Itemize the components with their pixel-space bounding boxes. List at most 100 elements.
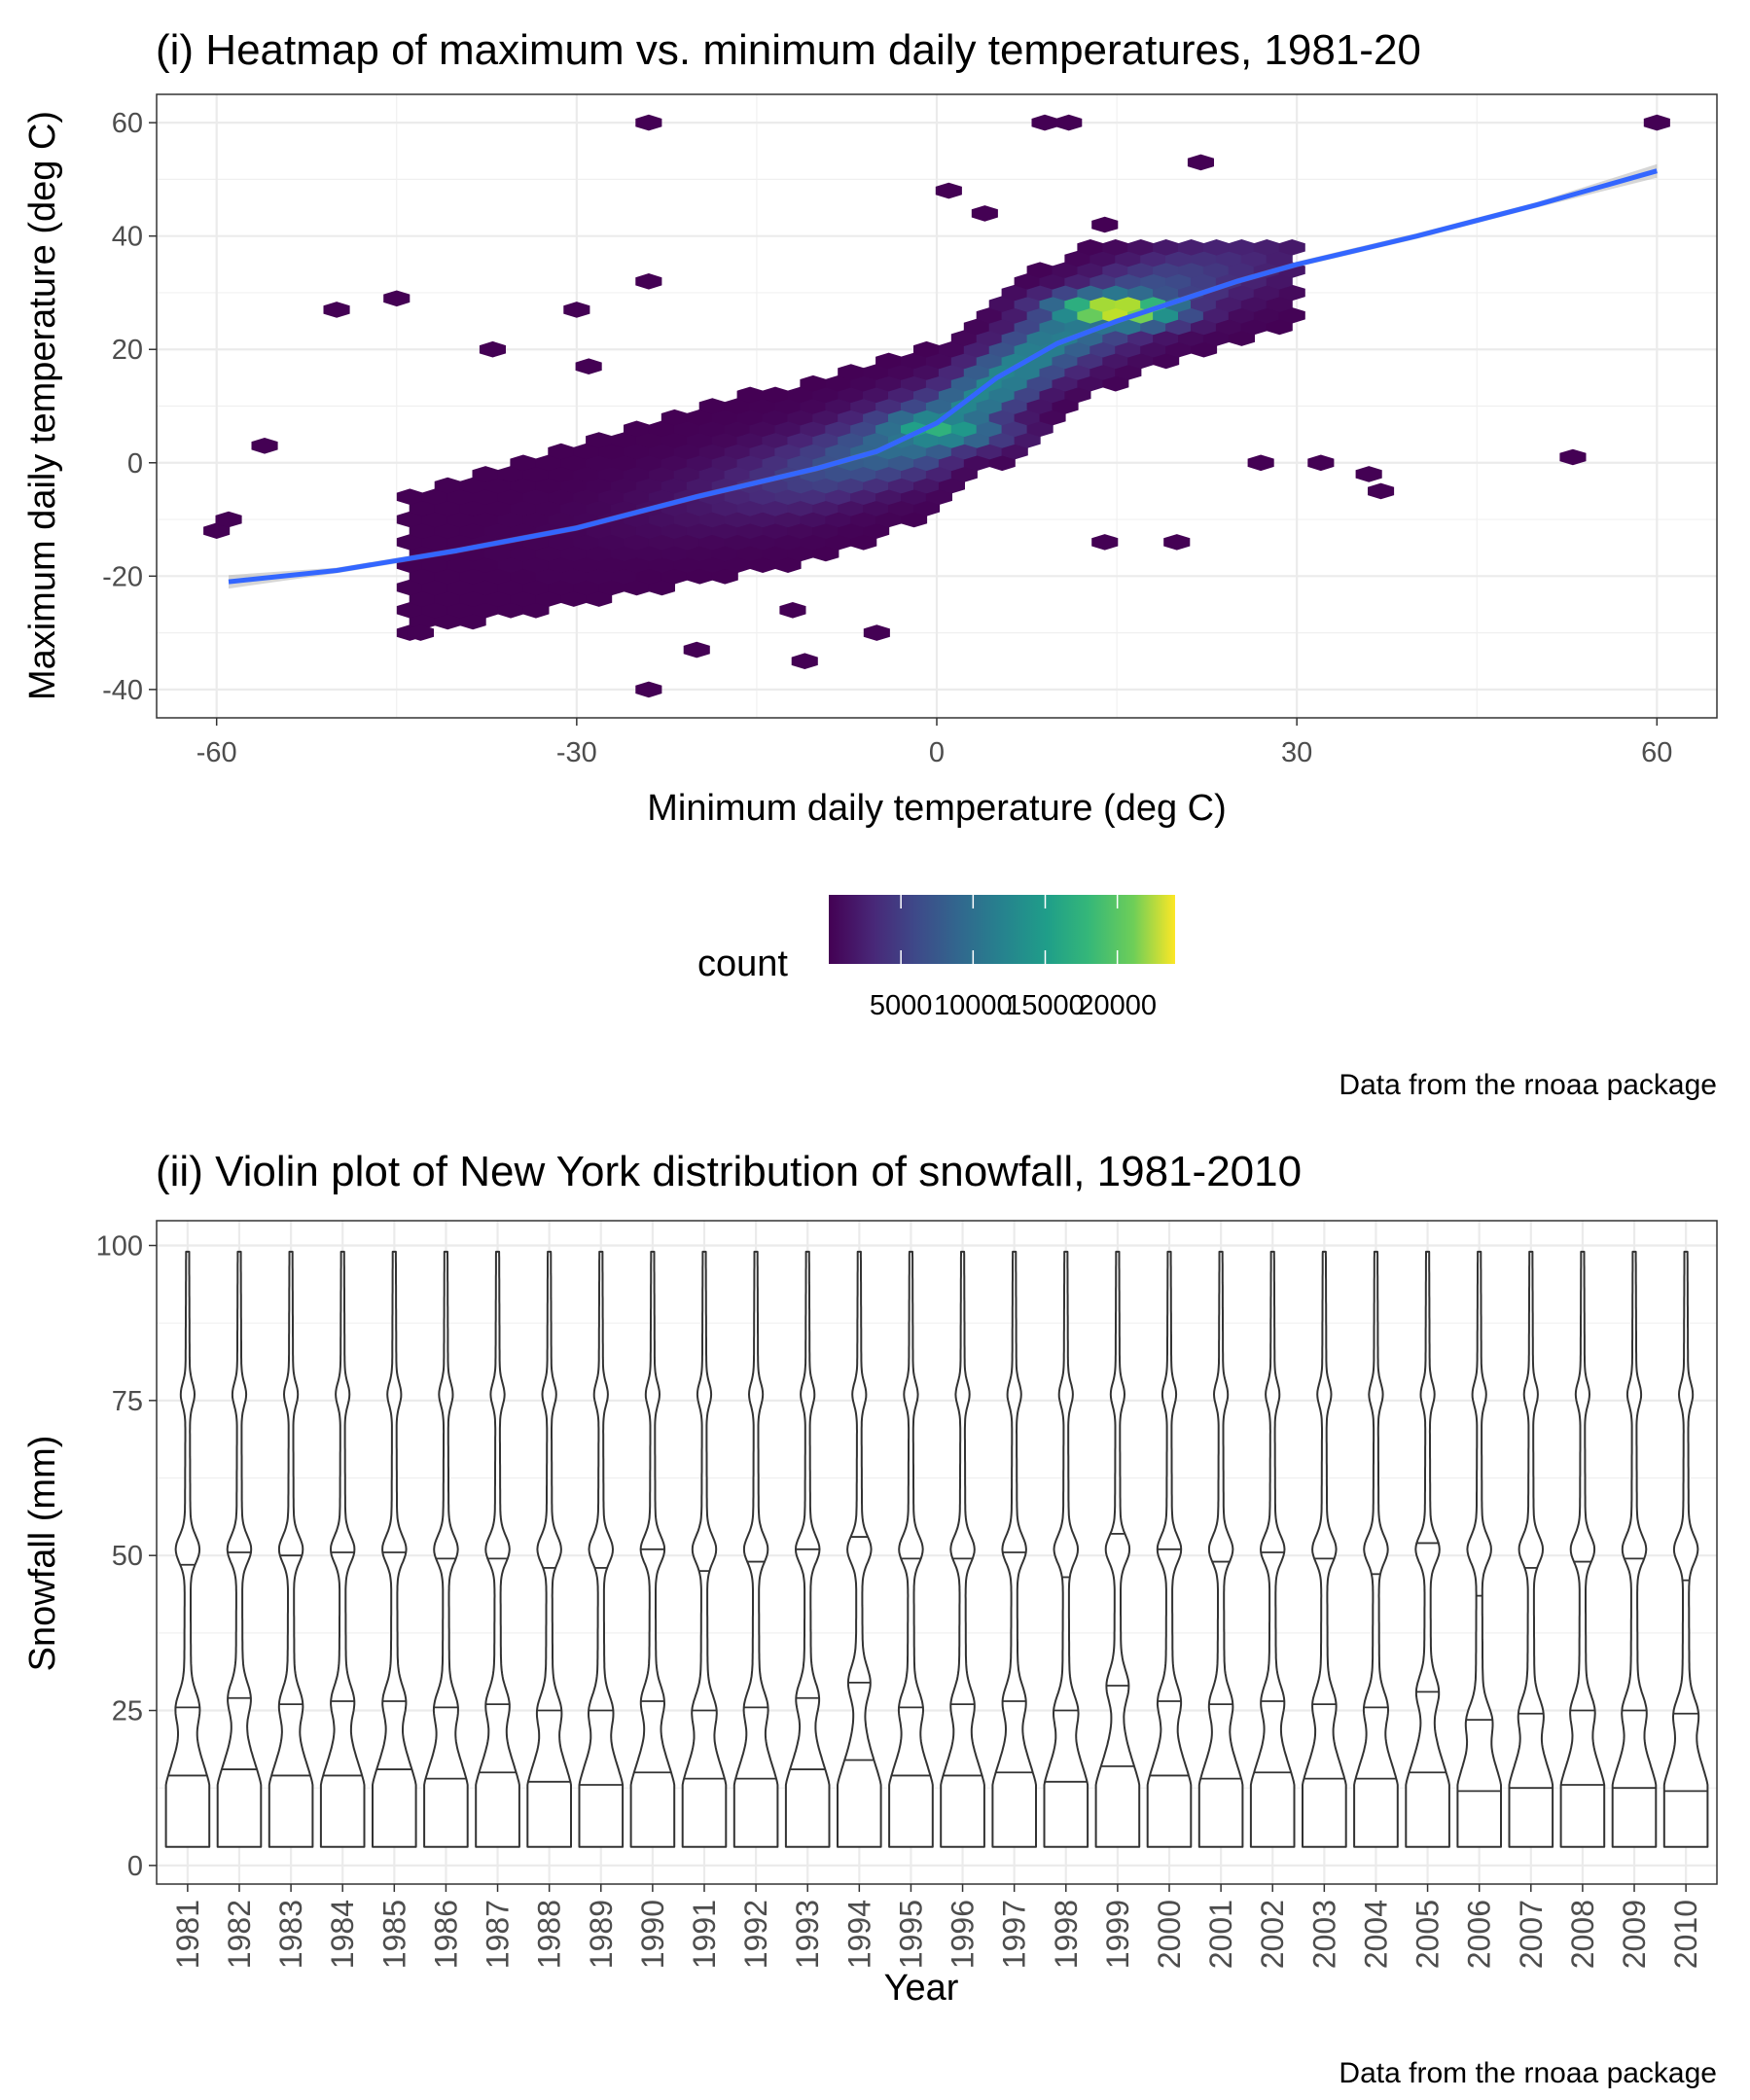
hex-bin bbox=[950, 420, 978, 438]
hex-bin bbox=[800, 511, 827, 528]
hex-bin bbox=[901, 398, 928, 414]
hex-bin bbox=[446, 534, 474, 551]
hex-bin bbox=[648, 534, 675, 551]
hex-bin bbox=[686, 477, 713, 494]
hex-bin bbox=[812, 522, 839, 539]
hex-bin bbox=[560, 545, 588, 562]
hex-bin-outlier bbox=[791, 653, 818, 669]
hex-bin bbox=[459, 613, 486, 630]
hex-bin-outlier bbox=[1031, 114, 1058, 131]
y-tick-label: 20 bbox=[112, 335, 143, 366]
hex-bin bbox=[976, 398, 1003, 414]
hex-bin bbox=[825, 466, 852, 482]
hex-bin bbox=[938, 477, 965, 494]
hex-bin bbox=[1014, 318, 1041, 336]
hex-bin bbox=[611, 432, 638, 448]
hex-bin bbox=[421, 534, 448, 551]
hex-bin bbox=[560, 454, 588, 472]
violin-1985 bbox=[372, 1250, 417, 1848]
hex-bin bbox=[875, 352, 903, 370]
violin-x-axis-title: Year bbox=[884, 1968, 959, 2009]
hex-bin bbox=[1014, 273, 1041, 290]
y-tick-label: -20 bbox=[102, 561, 143, 592]
hex-bin bbox=[573, 488, 600, 505]
hex-bin bbox=[1178, 330, 1205, 346]
x-tick-label: 1989 bbox=[584, 1900, 619, 1969]
violin-1984 bbox=[319, 1250, 366, 1848]
hex-bin bbox=[825, 398, 852, 414]
hex-bin bbox=[1115, 364, 1142, 380]
hex-bin bbox=[396, 579, 423, 596]
hex-bin bbox=[1014, 364, 1041, 380]
hex-bin bbox=[1215, 250, 1242, 267]
hex-bin bbox=[459, 500, 486, 516]
hex-bin bbox=[812, 386, 839, 404]
hex-bin bbox=[497, 466, 524, 482]
hex-bin bbox=[1228, 330, 1255, 346]
hex-bin bbox=[598, 443, 625, 460]
hex-bin bbox=[1278, 239, 1305, 256]
hex-bin bbox=[1089, 340, 1117, 358]
hex-bin bbox=[838, 432, 865, 448]
hex-bin bbox=[787, 477, 814, 494]
x-tick-label: 2000 bbox=[1152, 1900, 1187, 1969]
hex-bin bbox=[1115, 340, 1142, 358]
heatmap-panel: (i) Heatmap of maximum vs. minimum daily… bbox=[22, 26, 1718, 1101]
hex-bin bbox=[434, 522, 461, 539]
hex-bin bbox=[673, 511, 700, 528]
hex-bin bbox=[724, 398, 751, 414]
hex-bin bbox=[1266, 296, 1293, 312]
hex-bin bbox=[1026, 307, 1054, 324]
violin-panel-border bbox=[156, 1220, 1718, 1885]
hex-bin bbox=[888, 477, 915, 494]
x-tick-label: 2010 bbox=[1668, 1900, 1703, 1969]
hex-bin bbox=[598, 488, 625, 505]
x-tick-label: 2008 bbox=[1565, 1900, 1600, 1969]
legend-tick-label: 5000 bbox=[870, 990, 933, 1021]
hex-bin-outlier bbox=[1055, 114, 1083, 131]
hex-bin bbox=[535, 500, 562, 516]
hex-bin bbox=[838, 522, 865, 539]
hex-bin bbox=[1026, 398, 1054, 414]
hex-bin bbox=[913, 454, 941, 472]
hex-bin bbox=[522, 511, 550, 528]
violin-2002 bbox=[1249, 1250, 1296, 1848]
hex-bin bbox=[409, 522, 436, 539]
hex-bin bbox=[825, 443, 852, 460]
hex-bin bbox=[1001, 374, 1028, 392]
hex-bin bbox=[863, 522, 890, 539]
violin-1986 bbox=[423, 1250, 469, 1848]
hex-bin bbox=[598, 534, 625, 551]
hex-bin bbox=[1253, 239, 1280, 256]
hex-bin bbox=[648, 579, 675, 596]
hex-bin bbox=[686, 522, 713, 539]
hex-bin bbox=[988, 386, 1016, 404]
hex-bin bbox=[988, 296, 1016, 312]
hex-bin bbox=[812, 432, 839, 448]
hex-bin bbox=[421, 602, 448, 619]
hex-bin bbox=[421, 556, 448, 573]
hex-bin bbox=[938, 386, 965, 404]
hex-bin bbox=[838, 386, 865, 404]
hex-bin bbox=[1202, 239, 1230, 256]
y-tick-label: 0 bbox=[127, 448, 143, 480]
hex-bin bbox=[749, 511, 776, 528]
hex-bin bbox=[472, 579, 499, 596]
hex-bin bbox=[648, 420, 675, 438]
x-tick-label: -30 bbox=[556, 737, 597, 768]
hex-bin bbox=[1014, 409, 1041, 426]
hex-bin bbox=[976, 307, 1003, 324]
hex-bin bbox=[1191, 296, 1218, 312]
legend-tick-label: 20000 bbox=[1078, 990, 1157, 1021]
hex-bin bbox=[749, 534, 776, 551]
violin-2009 bbox=[1611, 1250, 1658, 1848]
hex-bin bbox=[825, 374, 852, 392]
hex-bin bbox=[925, 352, 952, 370]
hex-bin bbox=[925, 488, 952, 505]
violin-2010 bbox=[1662, 1250, 1709, 1848]
hex-bin bbox=[1001, 330, 1028, 346]
hex-bin bbox=[635, 545, 662, 562]
violin-layer bbox=[164, 1250, 1709, 1848]
hex-bin bbox=[1165, 340, 1193, 358]
